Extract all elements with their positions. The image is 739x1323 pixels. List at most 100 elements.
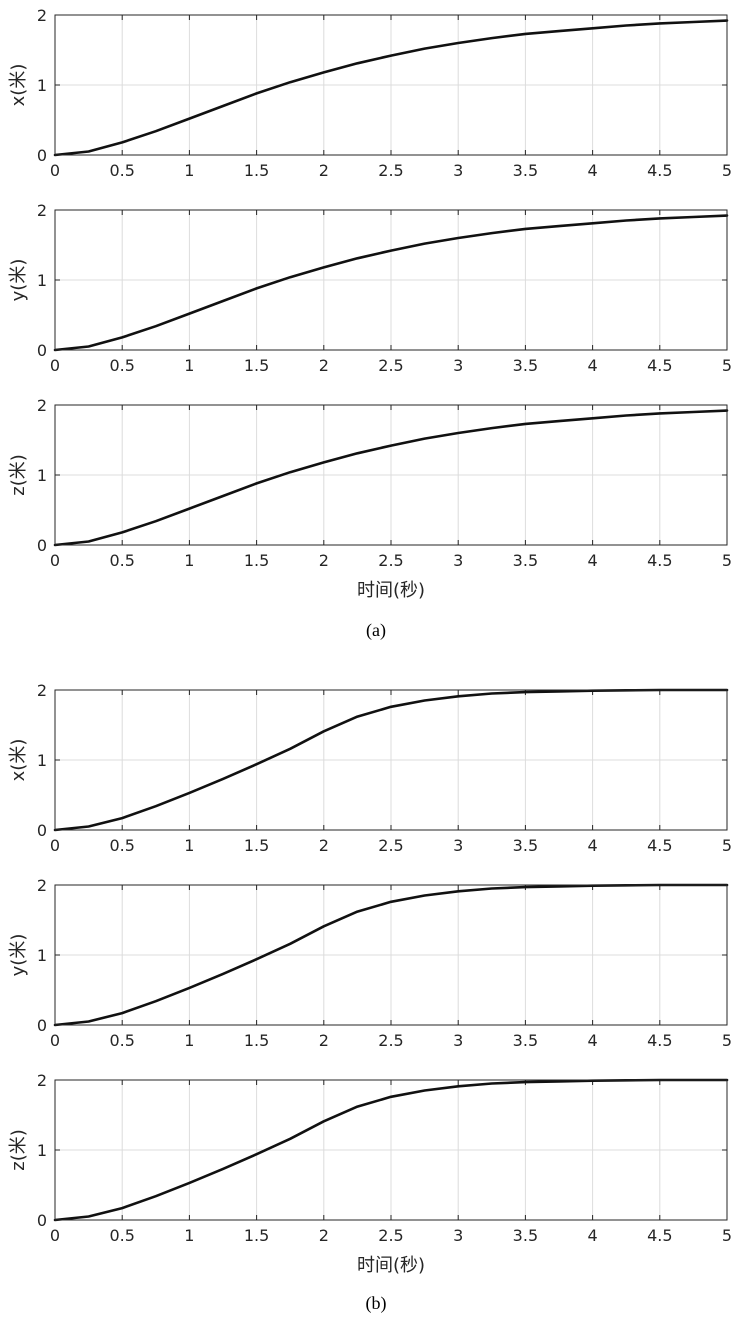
subplot-x: 00.511.522.533.544.55012x(米)	[8, 6, 732, 180]
x-tick-label: 0	[50, 356, 60, 375]
x-tick-label: 5	[722, 161, 732, 180]
y-tick-label: 2	[37, 6, 47, 25]
x-tick-label: 2	[319, 836, 329, 855]
x-tick-label: 0	[50, 1031, 60, 1050]
x-tick-label: 0.5	[109, 1031, 134, 1050]
x-tick-label: 2.5	[378, 551, 403, 570]
grid-lines	[55, 1080, 727, 1220]
x-tick-label: 3	[453, 551, 463, 570]
grid-lines	[55, 690, 727, 830]
x-axis-label: 时间(秒)	[357, 1255, 425, 1276]
x-tick-label: 4	[588, 551, 598, 570]
x-tick-label: 5	[722, 551, 732, 570]
x-tick-label: 5	[722, 1031, 732, 1050]
x-tick-label: 1.5	[244, 356, 269, 375]
y-tick-label: 2	[37, 876, 47, 895]
x-tick-label: 2	[319, 1031, 329, 1050]
y-axis-label: z(米)	[8, 1129, 29, 1171]
x-tick-label: 4.5	[647, 1226, 672, 1245]
y-tick-label: 0	[37, 1211, 47, 1230]
y-tick-label: 0	[37, 341, 47, 360]
x-tick-label: 5	[722, 356, 732, 375]
y-tick-label: 1	[37, 751, 47, 770]
x-tick-label: 1	[184, 1031, 194, 1050]
x-tick-label: 0	[50, 161, 60, 180]
y-tick-label: 2	[37, 396, 47, 415]
x-tick-label: 3.5	[513, 836, 538, 855]
x-tick-label: 1	[184, 1226, 194, 1245]
subplot-z: 00.511.522.533.544.55012z(米)	[8, 1071, 732, 1245]
y-tick-label: 0	[37, 536, 47, 555]
x-tick-label: 1.5	[244, 161, 269, 180]
x-tick-label: 0	[50, 836, 60, 855]
x-tick-label: 2.5	[378, 1031, 403, 1050]
x-tick-label: 1	[184, 161, 194, 180]
subplot-y: 00.511.522.533.544.55012y(米)	[8, 201, 732, 375]
figure-caption: (b)	[366, 1293, 387, 1314]
x-tick-label: 4.5	[647, 551, 672, 570]
x-tick-label: 4	[588, 356, 598, 375]
y-tick-label: 1	[37, 271, 47, 290]
x-tick-label: 3	[453, 1031, 463, 1050]
x-tick-label: 2	[319, 1226, 329, 1245]
figure-b: 0 0.5 1 1.5 2 2.5 3 3.5 4 4.5 5 0 1 2 x(米) 0 0.5 1 1.5 2 2.5…	[8, 681, 732, 1314]
x-tick-label: 2	[319, 551, 329, 570]
x-tick-label: 3.5	[513, 1226, 538, 1245]
x-tick-label: 4.5	[647, 161, 672, 180]
x-axis-label: 时间(秒)	[357, 580, 425, 601]
y-axis-label: x(米)	[8, 64, 29, 107]
x-tick-label: 4	[588, 161, 598, 180]
x-tick-label: 0.5	[109, 836, 134, 855]
y-tick-label: 2	[37, 1071, 47, 1090]
x-tick-label: 1	[184, 356, 194, 375]
x-tick-label: 1.5	[244, 1031, 269, 1050]
x-tick-label: 3	[453, 1226, 463, 1245]
x-tick-label: 4.5	[647, 1031, 672, 1050]
x-tick-label: 3.5	[513, 356, 538, 375]
subplot-x: 00.511.522.533.544.55012x(米)	[8, 681, 732, 855]
x-tick-label: 2.5	[378, 1226, 403, 1245]
x-tick-label: 1	[184, 836, 194, 855]
y-tick-label: 1	[37, 76, 47, 95]
grid-lines	[55, 210, 727, 350]
x-tick-label: 3.5	[513, 161, 538, 180]
x-tick-label: 2	[319, 356, 329, 375]
y-axis-label: x(米)	[8, 739, 29, 782]
y-tick-label: 2	[37, 201, 47, 220]
x-tick-label: 4	[588, 1226, 598, 1245]
x-tick-label: 2.5	[378, 356, 403, 375]
x-tick-label: 1.5	[244, 836, 269, 855]
x-tick-label: 0.5	[109, 551, 134, 570]
x-tick-label: 4	[588, 836, 598, 855]
x-tick-label: 0	[50, 551, 60, 570]
x-tick-label: 0.5	[109, 356, 134, 375]
x-tick-label: 5	[722, 1226, 732, 1245]
x-tick-label: 3	[453, 836, 463, 855]
x-tick-label: 5	[722, 836, 732, 855]
grid-lines	[55, 885, 727, 1025]
x-tick-label: 1.5	[244, 551, 269, 570]
y-axis-label: y(米)	[8, 259, 29, 302]
x-tick-label: 4	[588, 1031, 598, 1050]
x-tick-label: 0.5	[109, 1226, 134, 1245]
grid-lines	[55, 15, 727, 155]
figure-caption: (a)	[366, 620, 386, 641]
y-tick-label: 0	[37, 146, 47, 165]
y-tick-label: 1	[37, 946, 47, 965]
x-tick-label: 3.5	[513, 1031, 538, 1050]
x-tick-label: 3.5	[513, 551, 538, 570]
x-tick-label: 3	[453, 161, 463, 180]
x-tick-label: 4.5	[647, 836, 672, 855]
figure-a: 0 0.5 1 1.5 2 2.5 3 3.5 4 4.5 5 0 1 2 x(米) 0 0.5 1 1.5 2 2.5…	[8, 6, 732, 641]
x-tick-label: 2.5	[378, 161, 403, 180]
y-tick-label: 1	[37, 466, 47, 485]
x-tick-label: 4.5	[647, 356, 672, 375]
grid-lines	[55, 405, 727, 545]
x-tick-label: 0	[50, 1226, 60, 1245]
y-axis-label: z(米)	[8, 454, 29, 496]
y-axis-label: y(米)	[8, 934, 29, 977]
subplot-y: 0 0.5 1 1.5 2 2.5 3 3.5 4 4.5 5 0 1 2 y(米)	[8, 876, 732, 1050]
y-tick-label: 1	[37, 1141, 47, 1160]
x-tick-label: 0.5	[109, 161, 134, 180]
y-tick-label: 0	[37, 1016, 47, 1035]
